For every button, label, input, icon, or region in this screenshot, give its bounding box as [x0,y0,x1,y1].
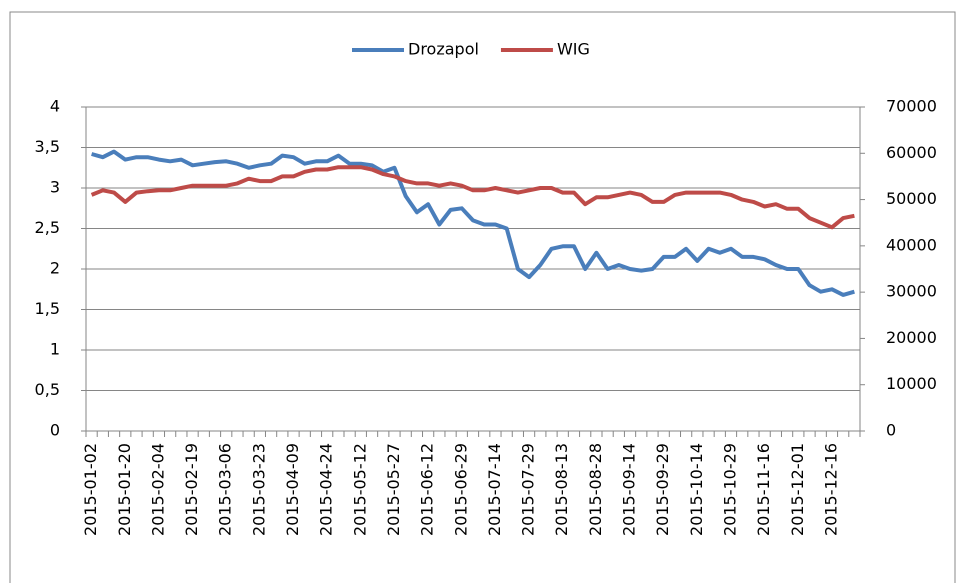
y-tick-label: 1 [50,340,60,359]
x-tick-label: 2015-06-29 [451,443,470,536]
x-tick-label: 2015-09-14 [620,443,639,536]
y-tick-label: 4 [50,97,60,116]
series-line [91,149,855,297]
y2-tick-label: 50000 [886,189,937,208]
x-tick-label: 2015-09-29 [653,443,672,536]
legend-label: Drozapol [408,40,479,59]
y2-tick-label: 30000 [886,282,937,301]
x-tick-label: 2015-07-29 [519,443,538,536]
x-tick-label: 2015-04-09 [283,443,302,536]
y2-tick-label: 70000 [886,97,937,116]
x-tick-label: 2015-08-28 [586,443,605,536]
x-tick-label: 2015-08-13 [552,443,571,536]
series-line [90,165,855,230]
x-tick-label: 2015-03-23 [249,443,268,536]
x-tick-label: 2015-03-06 [216,443,235,536]
x-tick-label: 2015-10-14 [687,443,706,536]
x-tick-label: 2015-04-24 [317,443,336,536]
y-tick-label: 0,5 [35,380,60,399]
y-tick-label: 3,5 [35,137,60,156]
x-tick-label: 2015-05-12 [350,443,369,536]
x-tick-label: 2015-12-01 [788,443,807,536]
y-tick-label: 0 [50,421,60,440]
y2-tick-label: 20000 [886,328,937,347]
x-tick-label: 2015-11-16 [754,443,773,536]
legend-label: WIG [557,40,590,59]
x-tick-label: 2015-10-29 [721,443,740,536]
x-tick-label: 2015-01-20 [115,443,134,536]
x-tick-label: 2015-05-27 [384,443,403,536]
x-tick-label: 2015-12-16 [821,443,840,536]
x-tick-label: 2015-01-02 [81,443,100,536]
y-tick-label: 2,5 [35,218,60,237]
x-tick-label: 2015-07-14 [485,443,504,536]
y2-tick-label: 60000 [886,143,937,162]
x-tick-label: 2015-02-19 [182,443,201,536]
y-tick-label: 2 [50,259,60,278]
x-tick-label: 2015-02-04 [148,443,167,536]
y2-tick-label: 40000 [886,235,937,254]
y2-tick-label: 10000 [886,374,937,393]
y2-tick-label: 0 [886,421,896,440]
y-tick-label: 3 [50,178,60,197]
x-tick-label: 2015-06-12 [418,443,437,536]
y-tick-label: 1,5 [35,299,60,318]
